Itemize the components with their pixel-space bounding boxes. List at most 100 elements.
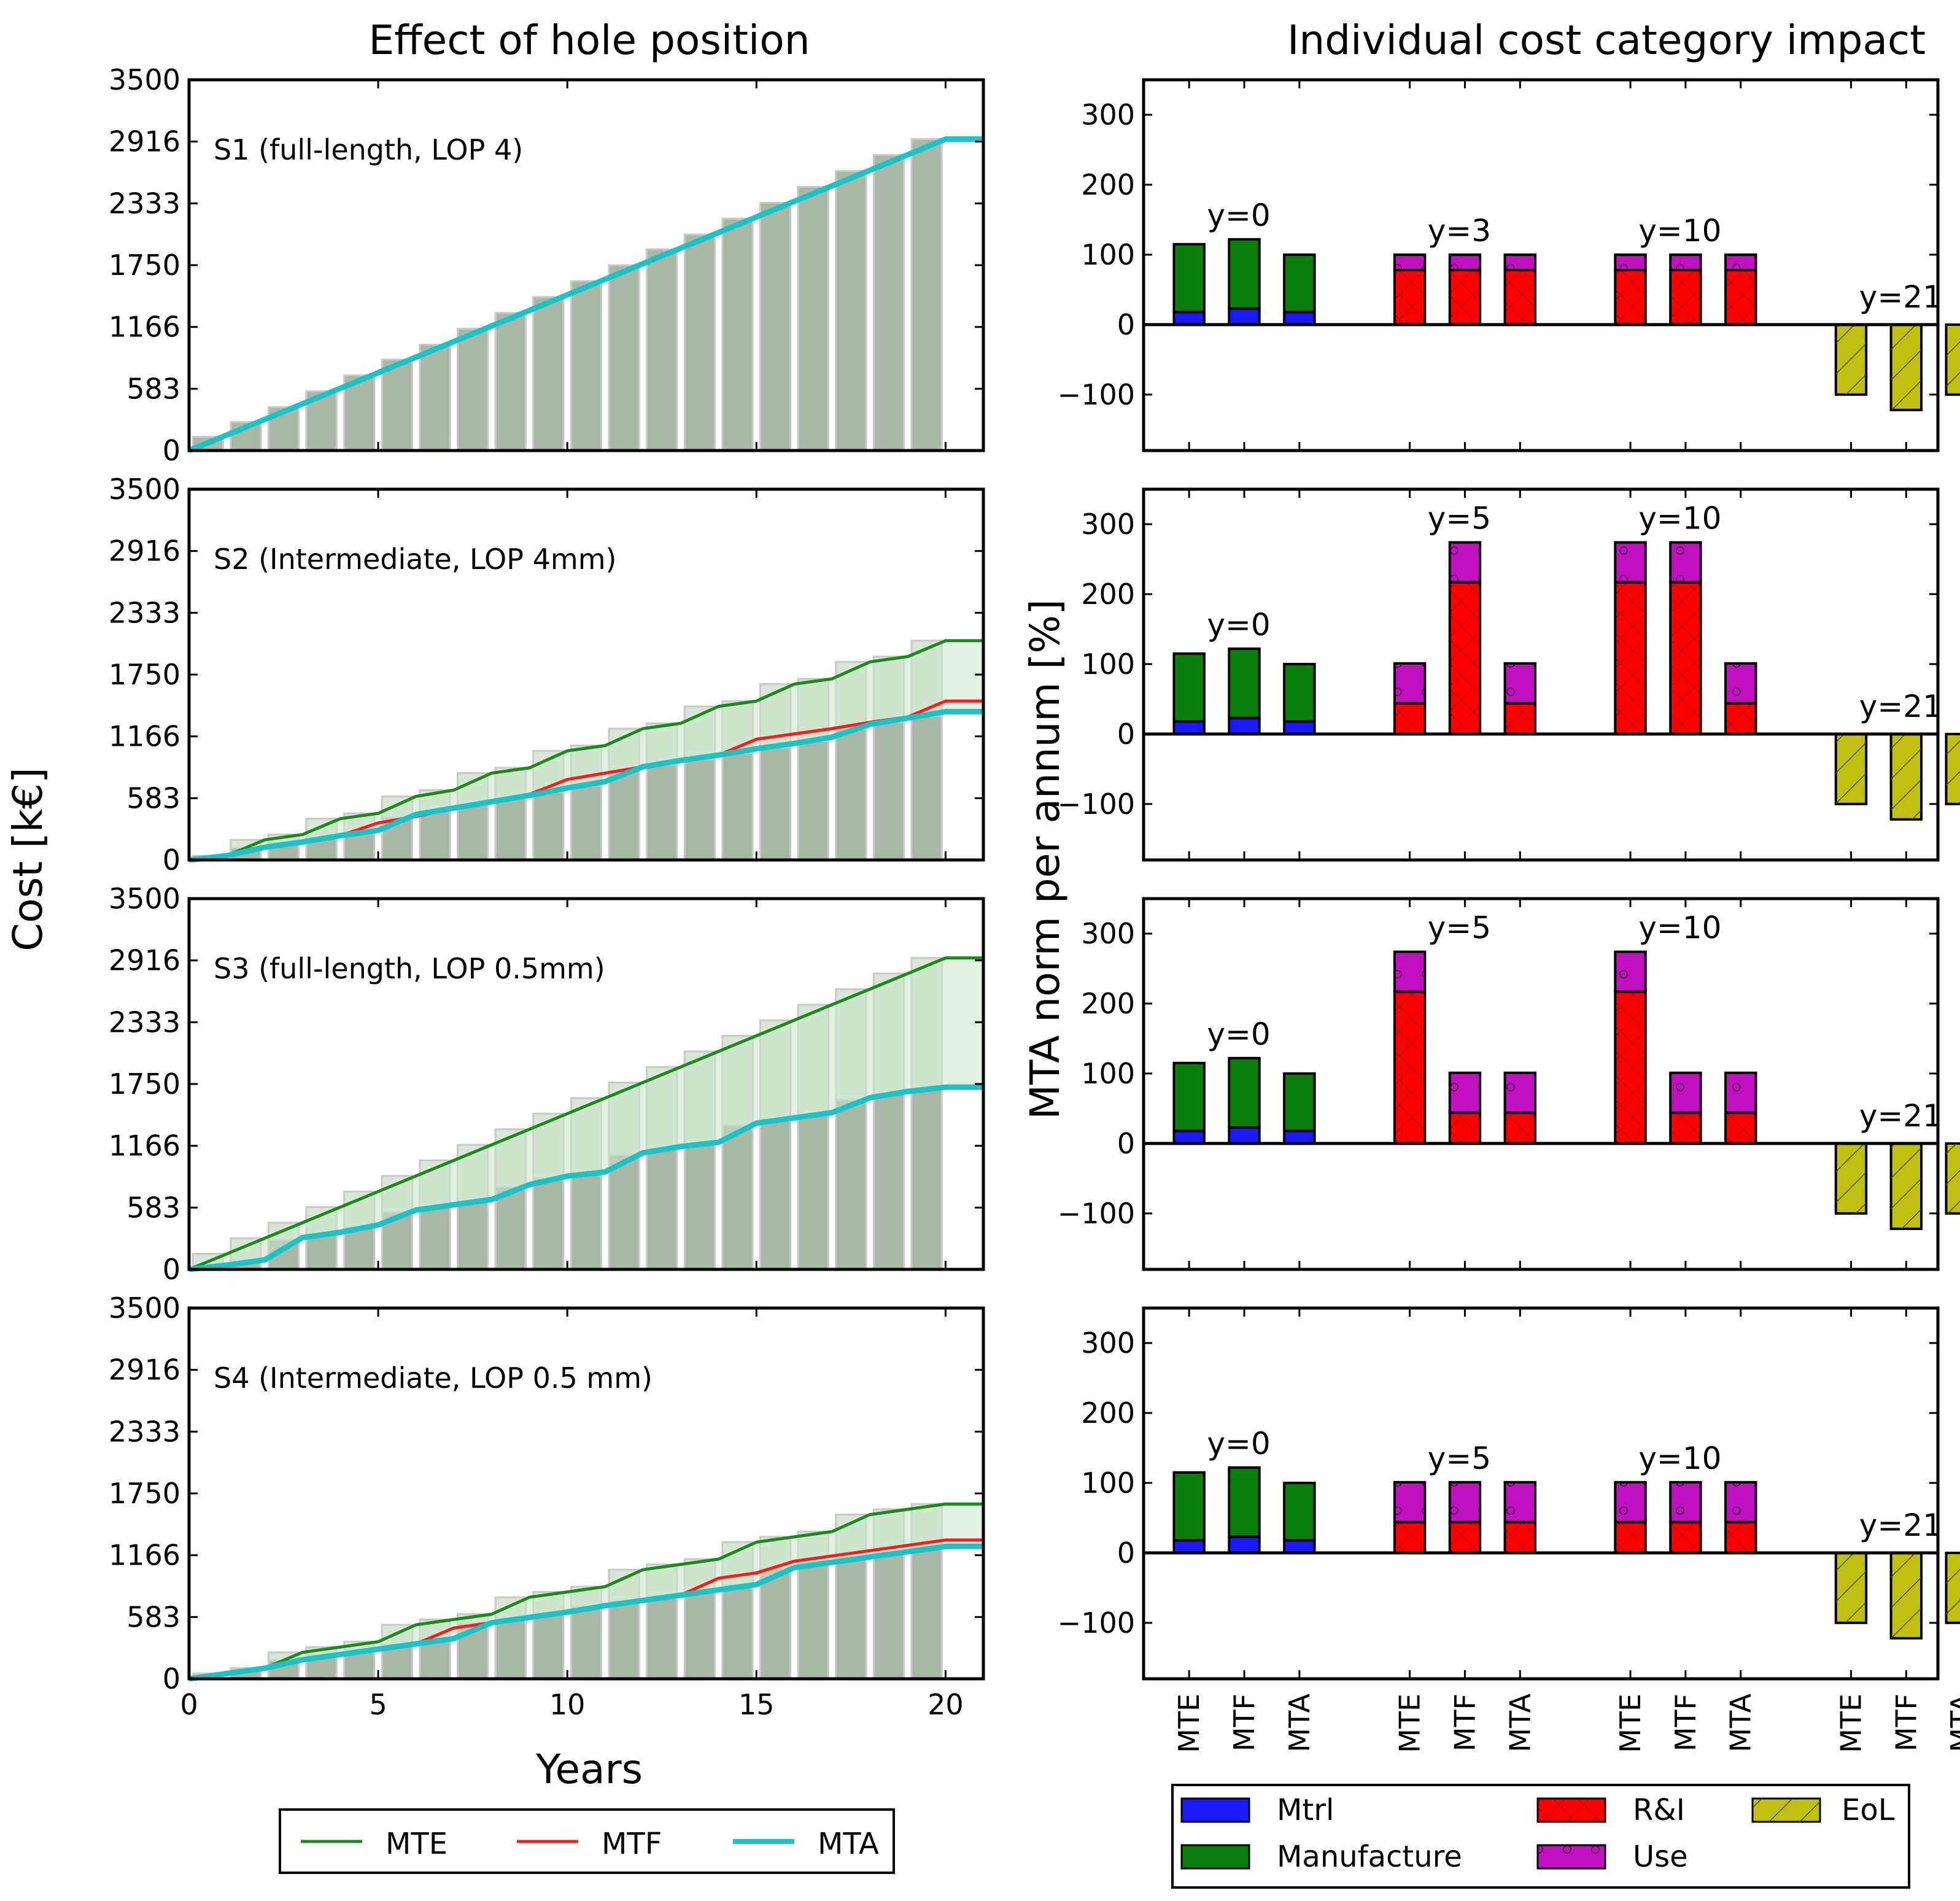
chart-S2: 0 583 1166 1750 2333 2916 3500 S2 (Intermediate… xyxy=(109,473,985,877)
bar-lower xyxy=(835,727,867,861)
bar-lower xyxy=(608,770,640,861)
legend-label-use: Use xyxy=(1633,1840,1688,1874)
bar-lower xyxy=(419,1206,451,1271)
bar-lower xyxy=(646,1147,678,1271)
y-tick-label: 583 xyxy=(126,1191,180,1224)
bar-lower xyxy=(721,1124,754,1271)
x-category-label: MTF xyxy=(1228,1694,1261,1751)
bar-lower xyxy=(872,1552,905,1680)
y-tick-label: 200 xyxy=(1081,168,1135,201)
axes-frame xyxy=(1142,897,1940,1271)
bar-segment-use-hatch xyxy=(1615,951,1646,992)
bar-lower xyxy=(683,233,716,452)
bar-segment-use-hatch xyxy=(1670,542,1701,583)
bar-lower xyxy=(532,296,565,452)
bar-segment-manufacture xyxy=(1283,1481,1316,1542)
group-label: y=5 xyxy=(1428,1441,1491,1476)
legend-swatch-manufacture xyxy=(1180,1844,1250,1870)
y-tick-label: 1166 xyxy=(109,1539,180,1572)
bar-segment-mtrl xyxy=(1283,1129,1316,1145)
bar-lower xyxy=(456,1201,489,1271)
bar-segment-ri-hatch xyxy=(1670,269,1701,325)
bar-segment-ri-hatch xyxy=(1449,269,1481,325)
y-tick-label: 583 xyxy=(126,781,180,815)
bar-segment-ri-hatch xyxy=(1394,1522,1425,1553)
group-label: y=21 xyxy=(1859,279,1942,315)
left-legend-frame xyxy=(279,1808,895,1874)
bar-segment-mtrl xyxy=(1172,311,1206,326)
bar-segment-mtrl xyxy=(1283,311,1316,326)
bar-segment-ri-hatch xyxy=(1670,582,1701,734)
group-label: y=10 xyxy=(1638,501,1721,536)
bar-segment-eol-hatch xyxy=(1835,734,1867,804)
y-tick-label: 0 xyxy=(1117,308,1135,341)
bar-segment-mtrl xyxy=(1172,1129,1206,1145)
bar-segment-use-hatch xyxy=(1394,254,1425,270)
bar-lower xyxy=(835,1557,867,1680)
x-category-label: MTA xyxy=(1283,1693,1316,1752)
bar-lower xyxy=(835,1099,867,1271)
x-category-label: MTA xyxy=(1724,1693,1757,1752)
series-line-mte xyxy=(188,639,983,862)
bar-lower xyxy=(759,1568,792,1680)
x-category-label: MTE xyxy=(1393,1694,1427,1753)
y-tick-label: 0 xyxy=(1117,1536,1135,1570)
bar-lower xyxy=(797,1562,829,1680)
panel-label: S2 (Intermediate, LOP 4mm) xyxy=(214,543,616,576)
bar-segment-mtrl xyxy=(1172,720,1206,735)
bar-lower xyxy=(910,138,943,452)
bar-segment-ri-hatch xyxy=(1615,1522,1646,1553)
series-line-mta xyxy=(188,136,983,454)
bar-lower xyxy=(419,1638,451,1680)
y-tick-label: 1166 xyxy=(109,1129,180,1163)
series-line-mta xyxy=(188,1084,983,1272)
y-tick-label: 1166 xyxy=(109,720,180,753)
bar-lower xyxy=(683,758,716,861)
group-label: y=5 xyxy=(1428,501,1491,536)
bar-lower xyxy=(683,1590,716,1680)
y-tick-label: 2916 xyxy=(109,1353,180,1387)
right-y-axis-label: MTA norm per annum [%] xyxy=(1021,599,1069,1120)
group-label: y=5 xyxy=(1428,910,1491,946)
bar-lower xyxy=(570,280,603,452)
y-tick-label: 3500 xyxy=(109,63,180,96)
y-tick-label: −100 xyxy=(1058,1606,1135,1640)
bar-segment-use-hatch xyxy=(1449,1482,1481,1522)
x-category-label: MTE xyxy=(1834,1694,1867,1753)
bar-lower xyxy=(683,1143,716,1271)
bar-segment-manufacture xyxy=(1228,1466,1261,1538)
legend-label-ri: R&I xyxy=(1633,1793,1685,1827)
group-label: y=3 xyxy=(1428,213,1491,249)
bar-segment-use-hatch xyxy=(1615,254,1646,270)
bar-segment-manufacture xyxy=(1172,1061,1206,1132)
bar-lower xyxy=(721,217,754,452)
y-tick-label: 0 xyxy=(1117,718,1135,751)
bar-segment-use-hatch xyxy=(1449,254,1481,270)
legend-label-manufacture: Manufacture xyxy=(1277,1840,1462,1874)
bar-lower xyxy=(305,1233,338,1271)
bar-lower xyxy=(797,185,829,452)
bar-segment-ri-hatch xyxy=(1449,1112,1481,1144)
bar-segment-ri-hatch xyxy=(1394,703,1425,734)
y-tick-label: 2916 xyxy=(109,535,180,568)
right-legend: Mtrl Manufacture R&I Use EoL xyxy=(1171,1784,1910,1889)
y-tick-label: 200 xyxy=(1081,578,1135,611)
bar-segment-manufacture xyxy=(1283,253,1316,314)
series-line-mte xyxy=(188,1502,983,1681)
group-label: y=10 xyxy=(1638,1441,1721,1476)
bar-segment-ri-hatch xyxy=(1394,269,1425,325)
y-tick-label: 0 xyxy=(1117,1127,1135,1160)
area-band xyxy=(189,1504,983,1679)
bar-segment-eol-hatch xyxy=(1946,734,1960,804)
bar-lower xyxy=(608,1154,640,1271)
bar-lower xyxy=(835,169,867,452)
x-category-label: MTF xyxy=(1448,1694,1481,1751)
bar-segment-ri-hatch xyxy=(1670,1522,1701,1553)
bar-lower xyxy=(872,721,905,861)
bar-lower xyxy=(494,312,527,452)
bar-lower xyxy=(570,1606,603,1680)
bar-segment-eol-hatch xyxy=(1946,1143,1960,1214)
y-tick-label: 0 xyxy=(163,1253,180,1286)
bar-lower xyxy=(608,264,640,452)
x-category-label: MTA xyxy=(1945,1693,1960,1752)
